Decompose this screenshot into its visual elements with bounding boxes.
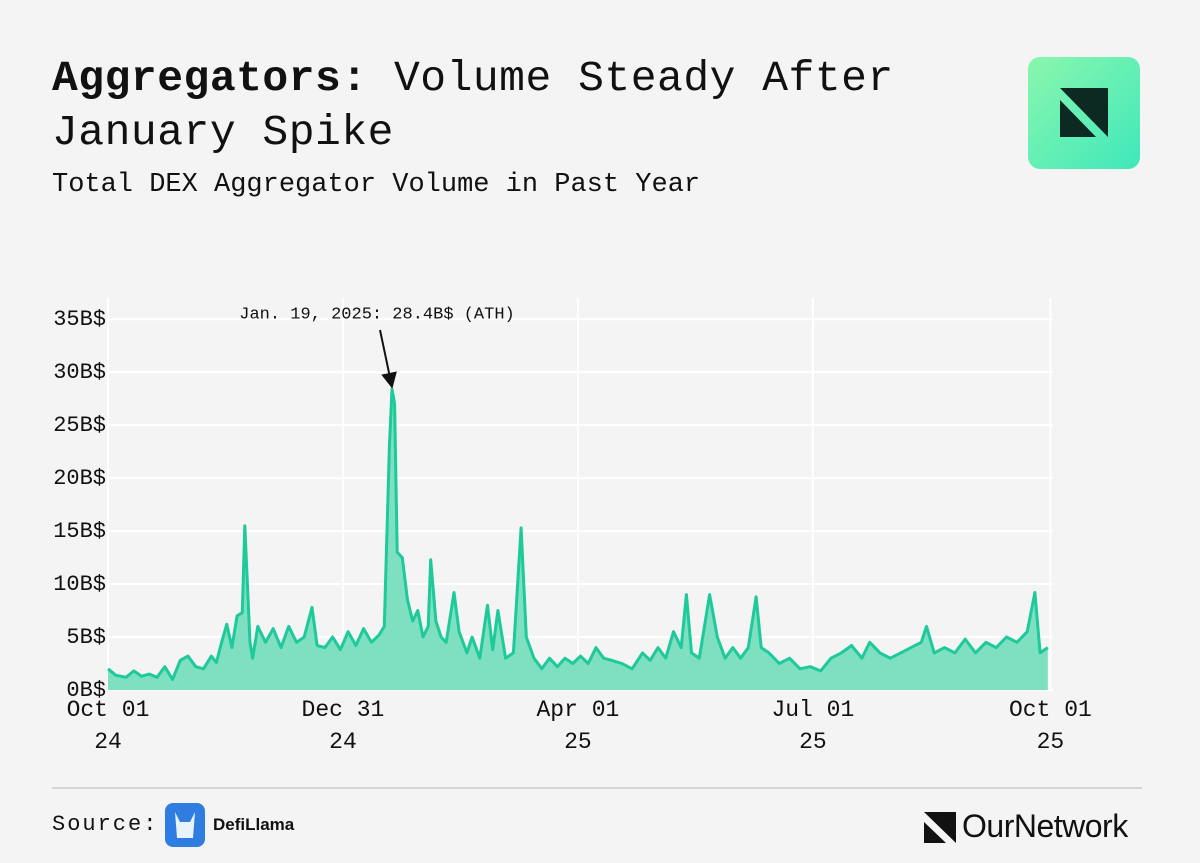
y-tick-label: 5B$: [66, 625, 106, 650]
x-tick-label: Oct 01 24: [66, 697, 150, 755]
y-tick-label: 35B$: [53, 307, 106, 332]
line: [107, 387, 1049, 681]
x-tick-label: Dec 31 24: [301, 697, 385, 755]
area: [108, 389, 1048, 690]
y-tick-label: 0B$: [66, 678, 106, 703]
chart-title: Aggregators: Volume Steady After January…: [52, 52, 952, 160]
source-label: Source:: [52, 812, 159, 837]
x-tick-label: Apr 01 25: [536, 697, 620, 755]
y-tick-label: 25B$: [53, 413, 106, 438]
plot: 0B$ 5B$ 10B$ 15B$ 20B$ 25B$ 30B$ 35B$ Jan. 19, 2…: [53, 298, 1053, 703]
brand: OurNetwork: [962, 808, 1128, 844]
title-lead: Aggregators:: [52, 54, 368, 103]
y-tick-label: 30B$: [53, 360, 106, 385]
x-tick-label: Jul 01 25: [771, 697, 855, 755]
y-tick-label: 15B$: [53, 519, 106, 544]
y-tick-label: 10B$: [53, 572, 106, 597]
chart-subtitle: Total DEX Aggregator Volume in Past Year: [52, 170, 701, 200]
source-name: DefiLlama: [213, 815, 295, 834]
ournetwork-icon: [924, 812, 956, 843]
x-tick-label: Oct 01 25: [1008, 697, 1092, 755]
logo: [1028, 57, 1140, 169]
annotation: Jan. 19, 2025: 28.4B$ (ATH): [239, 305, 514, 324]
y-tick-label: 20B$: [53, 466, 106, 491]
defillama-icon: [165, 803, 205, 847]
annotation-arrow: [379, 329, 397, 389]
title-rest: Volume Steady After January Spike: [52, 54, 894, 157]
